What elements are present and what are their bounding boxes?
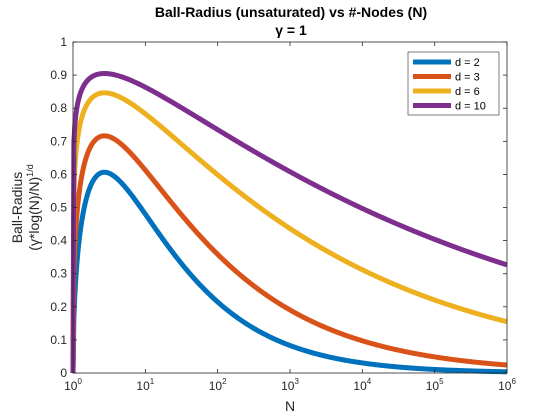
x-tick-label-4: 104 bbox=[353, 377, 371, 393]
y-tick-label-3: 0.3 bbox=[50, 267, 67, 281]
legend: d = 2 d = 3 d = 6 d = 10 bbox=[407, 51, 500, 116]
chart-subtitle: γ = 1 bbox=[275, 22, 307, 38]
y-axis-label-exponent: 1/d bbox=[25, 164, 35, 177]
y-tick-label-4: 0.4 bbox=[50, 234, 67, 248]
y-tick-label-8: 0.8 bbox=[50, 101, 67, 115]
legend-label-1: d = 2 bbox=[455, 57, 480, 69]
series-line-3 bbox=[70, 90, 509, 374]
y-axis-label: Ball-Radius (γ*log(N)/N)1/d bbox=[9, 164, 42, 250]
tick-layer: 100 101 102 103 104 105 106 0 0.1 0.2 0.3 0.4 0.5 0.6… bbox=[50, 35, 516, 393]
y-tick-label-1: 0.1 bbox=[50, 333, 67, 347]
x-tick-label-6: 106 bbox=[498, 377, 516, 393]
chart-title: Ball-Radius (unsaturated) vs #-Nodes (N) bbox=[155, 4, 427, 20]
series-line-4 bbox=[70, 71, 509, 374]
x-axis-label: N bbox=[285, 398, 295, 414]
y-tick-label-5: 0.5 bbox=[50, 201, 67, 215]
legend-label-4: d = 10 bbox=[455, 101, 486, 113]
y-axis-label-line1: Ball-Radius bbox=[9, 172, 25, 244]
y-axis-label-formula: (γ*log(N)/N) bbox=[26, 177, 42, 251]
series-line-2 bbox=[70, 133, 509, 374]
y-tick-label-6: 0.6 bbox=[50, 167, 67, 181]
legend-label-3: d = 6 bbox=[455, 86, 480, 98]
y-tick-label-7: 0.7 bbox=[50, 134, 67, 148]
x-tick-label-3: 103 bbox=[281, 377, 299, 393]
legend-label-2: d = 3 bbox=[455, 72, 480, 84]
y-tick-label-10: 1 bbox=[60, 35, 67, 49]
y-axis-label-line2: (γ*log(N)/N)1/d bbox=[25, 164, 42, 250]
x-tick-label-0: 100 bbox=[64, 377, 82, 393]
y-tick-label-0: 0 bbox=[60, 366, 67, 380]
y-tick-label-2: 0.2 bbox=[50, 300, 67, 314]
x-tick-label-5: 105 bbox=[426, 377, 444, 393]
y-tick-label-9: 0.9 bbox=[50, 68, 67, 82]
x-tick-label-2: 102 bbox=[209, 377, 227, 393]
x-tick-label-1: 101 bbox=[136, 377, 154, 393]
